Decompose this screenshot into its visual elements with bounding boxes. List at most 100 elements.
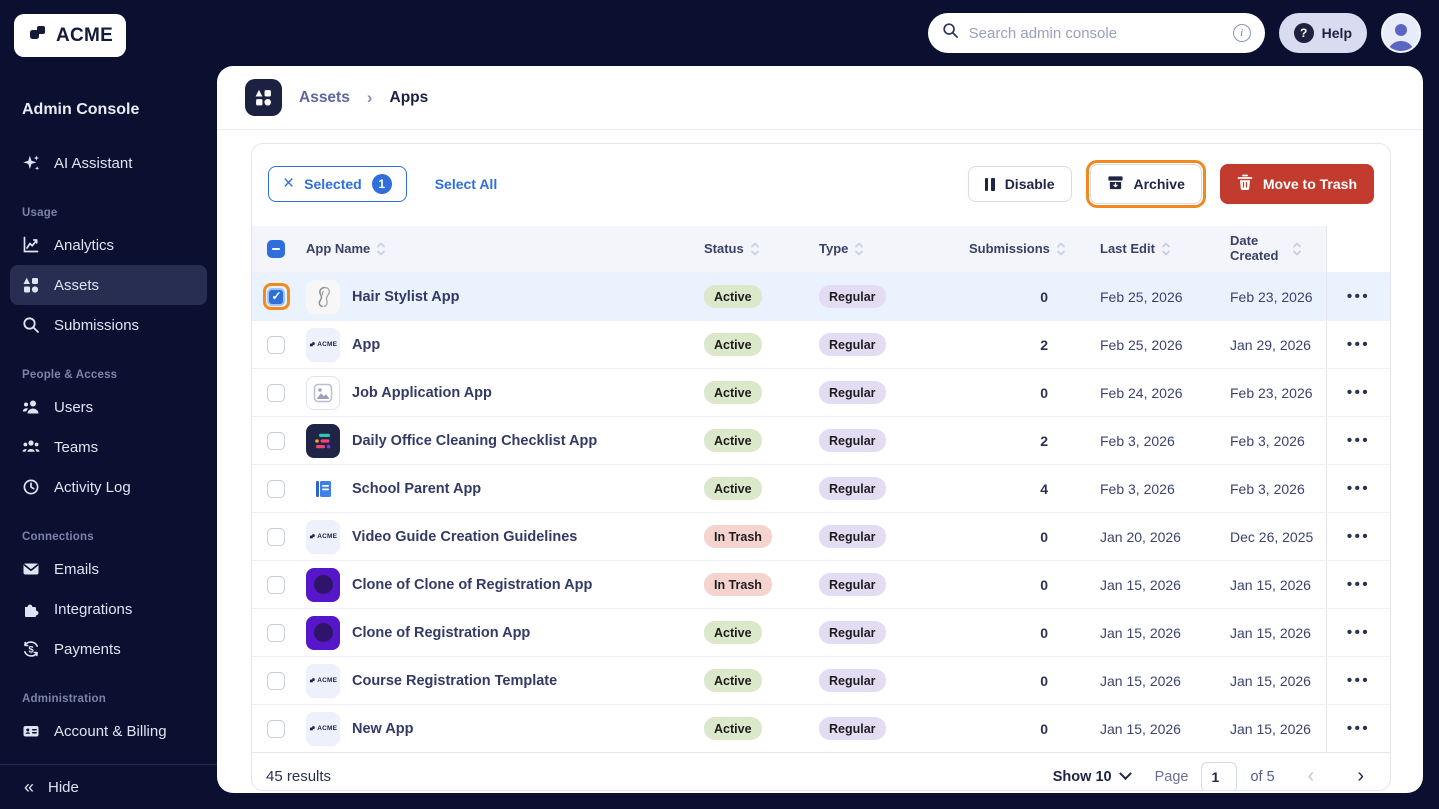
sidebar-item-analytics[interactable]: Analytics	[0, 225, 217, 265]
column-header-last-edit[interactable]: Last Edit	[1059, 242, 1230, 257]
sort-icon[interactable]	[376, 242, 386, 256]
purple-app-icon	[306, 568, 340, 602]
row-checkbox[interactable]	[267, 432, 285, 450]
main-area: i ? Help Assets Apps	[217, 0, 1439, 809]
row-checkbox[interactable]	[267, 528, 285, 546]
select-all-button[interactable]: Select All	[435, 176, 498, 192]
question-icon: ?	[1294, 23, 1314, 43]
sidebar-item-payments[interactable]: $ Payments	[0, 629, 217, 669]
type-badge: Regular	[819, 525, 886, 548]
type-badge: Regular	[819, 669, 886, 692]
sparkles-icon	[22, 154, 40, 172]
status-badge: Active	[704, 621, 762, 644]
row-checkbox[interactable]	[267, 576, 285, 594]
table-row[interactable]: ACME Video Guide Creation Guidelines In …	[252, 512, 1390, 560]
sidebar-collapse-button[interactable]: Hide	[0, 764, 217, 809]
type-badge: Regular	[819, 381, 886, 404]
sort-icon[interactable]	[854, 242, 864, 256]
disable-button[interactable]: Disable	[968, 166, 1072, 202]
page-number-input[interactable]	[1201, 762, 1237, 792]
sidebar-nav: AI Assistant Usage Analytics Assets Subm…	[0, 143, 217, 751]
row-checkbox[interactable]	[267, 288, 285, 306]
sidebar-item-teams[interactable]: Teams	[0, 427, 217, 467]
table-row[interactable]: Hair Stylist App Active Regular 0 Feb 25…	[252, 272, 1390, 320]
sidebar-item-users[interactable]: Users	[0, 387, 217, 427]
table-row[interactable]: ACME Course Registration Template Active…	[252, 656, 1390, 704]
search-input[interactable]	[969, 25, 1223, 42]
section-label-usage: Usage	[22, 207, 217, 219]
previous-page-button[interactable]: ‹	[1300, 765, 1323, 788]
row-actions-menu[interactable]: •••	[1347, 480, 1370, 497]
checklist-icon	[306, 424, 340, 458]
select-all-checkbox[interactable]	[267, 240, 285, 258]
results-count: 45 results	[266, 768, 331, 785]
column-header-status[interactable]: Status	[704, 242, 819, 257]
row-checkbox[interactable]	[267, 624, 285, 642]
sort-icon[interactable]	[1292, 242, 1302, 256]
row-checkbox[interactable]	[267, 672, 285, 690]
row-actions-menu[interactable]: •••	[1347, 672, 1370, 689]
row-checkbox[interactable]	[267, 336, 285, 354]
sidebar-item-submissions[interactable]: Submissions	[0, 305, 217, 345]
type-badge: Regular	[819, 477, 886, 500]
column-header-app-name[interactable]: App Name	[300, 242, 704, 257]
row-actions-menu[interactable]: •••	[1347, 432, 1370, 449]
id-card-icon	[22, 722, 40, 740]
sidebar-item-emails[interactable]: Emails	[0, 549, 217, 589]
status-badge: Active	[704, 429, 762, 452]
sidebar-item-integrations[interactable]: Integrations	[0, 589, 217, 629]
row-actions-menu[interactable]: •••	[1347, 384, 1370, 401]
table-row[interactable]: Clone of Clone of Registration App In Tr…	[252, 560, 1390, 608]
selected-count-badge: 1	[372, 174, 392, 194]
row-actions-menu[interactable]: •••	[1347, 720, 1370, 737]
help-button[interactable]: ? Help	[1279, 13, 1367, 53]
sidebar-item-label: Payments	[54, 641, 121, 658]
row-actions-menu[interactable]: •••	[1347, 528, 1370, 545]
sort-icon[interactable]	[750, 242, 760, 256]
pagination: Show 10 Page of 5 ‹ ›	[1053, 762, 1372, 792]
pause-icon	[985, 178, 995, 191]
user-avatar[interactable]	[1381, 13, 1421, 53]
breadcrumb: Assets Apps	[217, 66, 1423, 130]
clear-selection-chip[interactable]: Selected 1	[268, 166, 407, 202]
status-badge: Active	[704, 285, 762, 308]
sidebar-item-activity-log[interactable]: Activity Log	[0, 467, 217, 507]
column-header-submissions[interactable]: Submissions	[969, 242, 1059, 257]
row-checkbox[interactable]	[267, 480, 285, 498]
acme-logo[interactable]: ACME	[14, 14, 126, 57]
row-actions-menu[interactable]: •••	[1347, 624, 1370, 641]
column-header-date-created[interactable]: Date Created	[1230, 234, 1326, 264]
row-actions-menu[interactable]: •••	[1347, 576, 1370, 593]
row-checkbox[interactable]	[267, 384, 285, 402]
sort-icon[interactable]	[1161, 242, 1171, 256]
row-checkbox[interactable]	[267, 720, 285, 738]
sidebar-item-ai-assistant[interactable]: AI Assistant	[0, 143, 217, 183]
status-badge: In Trash	[704, 525, 772, 548]
move-to-trash-button[interactable]: Move to Trash	[1220, 164, 1374, 204]
page-size-select[interactable]: Show 10	[1053, 769, 1130, 785]
chevron-down-icon	[1119, 767, 1132, 780]
row-actions-menu[interactable]: •••	[1347, 288, 1370, 305]
table-row[interactable]: Daily Office Cleaning Checklist App Acti…	[252, 416, 1390, 464]
topbar: i ? Help	[217, 0, 1439, 66]
sidebar-item-label: Users	[54, 399, 93, 416]
table-row[interactable]: ACME New App Active Regular 0 Jan 15, 20…	[252, 704, 1390, 752]
row-actions-menu[interactable]: •••	[1347, 336, 1370, 353]
table-row[interactable]: ACME App Active Regular 2 Feb 25, 2026 J…	[252, 320, 1390, 368]
purple-app-icon	[306, 616, 340, 650]
table-row[interactable]: Job Application App Active Regular 0 Feb…	[252, 368, 1390, 416]
breadcrumb-parent[interactable]: Assets	[299, 89, 350, 107]
archive-button[interactable]: Archive	[1090, 164, 1202, 204]
table-row[interactable]: School Parent App Active Regular 4 Feb 3…	[252, 464, 1390, 512]
acme-logo-icon: ACME	[306, 712, 340, 746]
table-body: Hair Stylist App Active Regular 0 Feb 25…	[252, 272, 1390, 752]
sidebar-item-account-billing[interactable]: Account & Billing	[0, 711, 217, 751]
sidebar-item-label: Assets	[54, 277, 99, 294]
content-panel: Assets Apps Selected 1 Select All	[217, 66, 1423, 793]
sidebar-item-assets[interactable]: Assets	[10, 265, 207, 305]
table-row[interactable]: Clone of Registration App Active Regular…	[252, 608, 1390, 656]
next-page-button[interactable]: ›	[1349, 765, 1372, 788]
type-badge: Regular	[819, 333, 886, 356]
info-icon[interactable]: i	[1233, 24, 1251, 42]
column-header-type[interactable]: Type	[819, 242, 969, 257]
